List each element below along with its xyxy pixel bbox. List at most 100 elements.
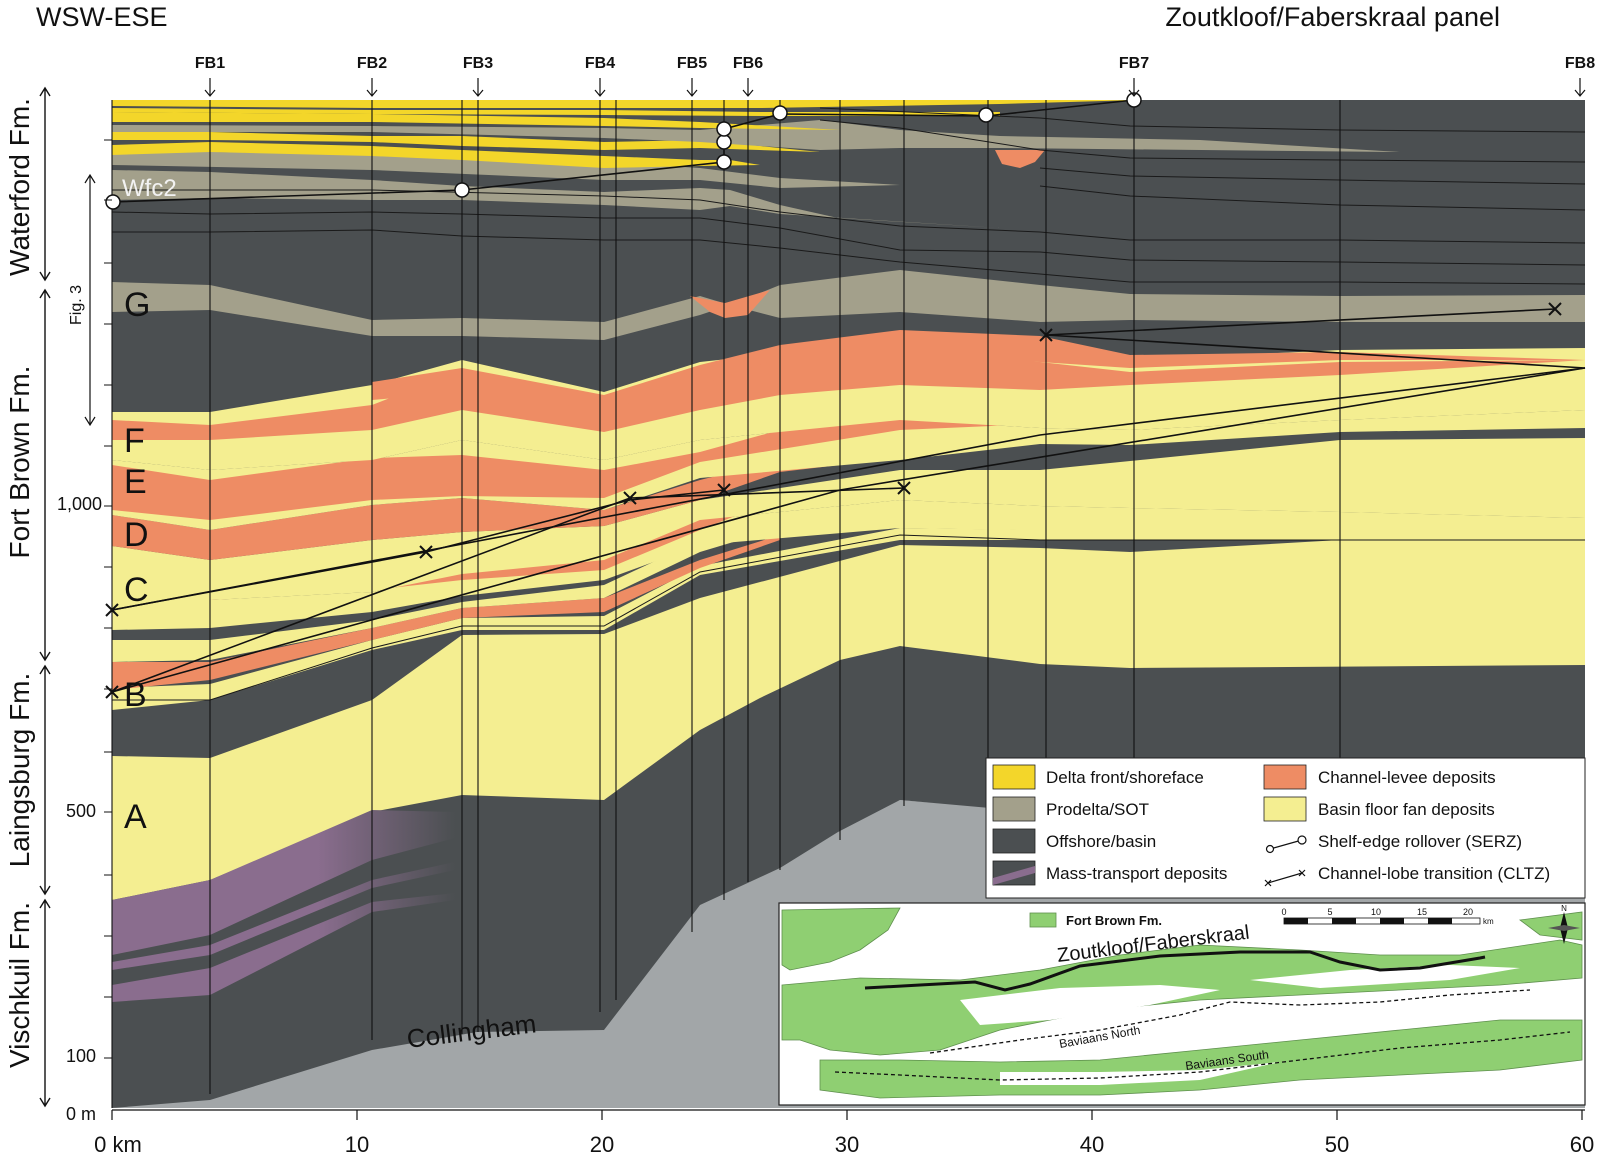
unit-label-f: F <box>124 422 145 460</box>
inset-baviaans-south-trace <box>834 1031 1571 1081</box>
x-tick-label: 10 <box>345 1132 369 1157</box>
cltz-marker <box>1039 328 1053 342</box>
unit-label-d: D <box>124 516 149 554</box>
legend-label: Channel-lobe transition (CLTZ) <box>1318 864 1550 883</box>
well-label: FB1 <box>195 55 225 72</box>
waterford-prodelta-2 <box>112 150 900 188</box>
cltz-marker <box>419 545 433 559</box>
waterford-prodelta-1 <box>112 170 1000 228</box>
cltz-marker <box>717 483 731 497</box>
unit-f-channel-levee-upper <box>372 330 1585 410</box>
unit-label-a: A <box>124 798 147 836</box>
formation-label: Vischkuil Fm. <box>4 902 35 1068</box>
unit-labels: Wfc2 G F E D C B A <box>122 175 177 836</box>
legend-label: Mass-transport deposits <box>1046 864 1227 883</box>
y-tick-label: 1,000 <box>57 494 102 514</box>
legend-label: Delta front/shoreface <box>1046 768 1204 787</box>
legend-swatch-prodelta <box>992 796 1036 822</box>
formation-label: Laingsburg Fm. <box>4 673 35 868</box>
well-label: FB8 <box>1565 55 1595 72</box>
scale-tick: 10 <box>1371 907 1381 917</box>
legend: Delta front/shoreface Prodelta/SOT Offsh… <box>985 757 1586 899</box>
unit-f-channel-levee <box>112 350 1585 440</box>
waterford-prodelta-3 <box>112 120 1400 152</box>
unit-label-b: B <box>124 676 147 714</box>
cltz-trajectory-3 <box>111 367 1586 611</box>
scale-tick: 5 <box>1327 907 1332 917</box>
legend-swatch-delta-front <box>992 764 1036 790</box>
cltz-marker <box>105 685 119 699</box>
y-tick-label: 100 <box>66 1046 96 1066</box>
legend-swatch-basin-floor-fan <box>1263 796 1307 822</box>
well-label: FB7 <box>1119 55 1149 72</box>
legend-swatch-channel-levee <box>1263 764 1307 790</box>
cltz-marker <box>897 481 911 495</box>
fig3-range <box>84 173 96 427</box>
well-arrows <box>204 78 1586 97</box>
cross-section-layers <box>112 100 1585 1108</box>
cltz-trajectory-5 <box>1045 334 1586 369</box>
serz-marker <box>716 134 732 150</box>
well-labels: FB1 FB2 FB3 FB4 FB5 FB6 FB7 FB8 <box>195 55 1595 72</box>
serz-marker <box>772 105 788 121</box>
unit-label-e: E <box>124 463 147 501</box>
waterford-delta-front-1 <box>112 142 760 168</box>
well-label: FB6 <box>733 55 763 72</box>
unit-e-channel-levee <box>112 412 1130 520</box>
well-label: FB2 <box>357 55 387 72</box>
unit-label-c: C <box>124 571 149 609</box>
serz-marker <box>454 182 470 198</box>
north-arrow-icon: N <box>1548 904 1580 944</box>
well-label: FB5 <box>677 55 707 72</box>
formation-range-arrows <box>39 86 51 1108</box>
serz-marker <box>978 107 994 123</box>
mtd-unit-3 <box>112 893 455 1002</box>
scale-unit: km <box>1483 917 1494 926</box>
x-tick-label: 60 <box>1570 1132 1594 1157</box>
formation-label: Waterford Fm. <box>4 98 35 276</box>
unit-d-fan <box>112 438 1585 600</box>
mtd-unit-2 <box>112 862 455 970</box>
inset-outcrop-northwest <box>781 907 901 971</box>
well-lines <box>111 100 1341 1108</box>
waterford-delta-front-top <box>112 100 1140 108</box>
mtd-unit-1 <box>112 810 455 955</box>
serz-marker <box>716 121 732 137</box>
shelf-edge-rollover-symbol <box>1265 835 1307 854</box>
title-right: Zoutkloof/Faberskraal panel <box>1165 2 1500 32</box>
x-tick-label: 40 <box>1080 1132 1104 1157</box>
serz-markers <box>105 92 1142 210</box>
unit-g-channel <box>690 290 770 318</box>
inset-scale-bar: 0 5 10 15 20 km <box>1281 907 1494 926</box>
cltz-marker <box>1548 302 1562 316</box>
unit-b-fan-upper <box>112 520 780 662</box>
inset-legend-label: Fort Brown Fm. <box>1066 913 1162 928</box>
unit-g-prodelta <box>112 270 1585 340</box>
waterford-delta-front-2 <box>112 132 820 152</box>
inset-legend-swatch <box>1029 912 1057 928</box>
north-arrow-label: N <box>1561 904 1567 913</box>
unit-label-g: G <box>124 286 150 324</box>
legend-label: Prodelta/SOT <box>1046 800 1149 819</box>
cltz-marker <box>105 603 119 617</box>
fig3-label: Fig. 3 <box>68 285 85 325</box>
serz-marker <box>716 154 732 170</box>
inset-baviaans-north-trace <box>929 989 1531 1054</box>
cltz-trajectory-upper <box>1045 308 1556 336</box>
legend-label: Channel-levee deposits <box>1318 768 1496 787</box>
inset-panel-trace <box>864 950 1486 992</box>
x-axis: 0 km 10 20 30 40 50 60 <box>94 1109 1594 1157</box>
unit-b-channel-levee <box>112 535 780 690</box>
scale-tick: 15 <box>1417 907 1427 917</box>
channel-lobe-transition-symbol <box>1264 869 1306 887</box>
title-left: WSW-ESE <box>36 2 168 32</box>
x-tick-label: 30 <box>835 1132 859 1157</box>
inset-map: Fort Brown Fm. Zoutkloof/Faberskraal Bav… <box>778 902 1586 1106</box>
x-tick-label: 50 <box>1325 1132 1349 1157</box>
x-tick-label: 0 km <box>94 1132 142 1157</box>
cltz-markers <box>105 302 1562 699</box>
formation-labels: Waterford Fm. Fort Brown Fm. Laingsburg … <box>4 98 35 1068</box>
cltz-trajectory-4 <box>111 367 1586 693</box>
unit-label-wfc2: Wfc2 <box>122 175 177 202</box>
